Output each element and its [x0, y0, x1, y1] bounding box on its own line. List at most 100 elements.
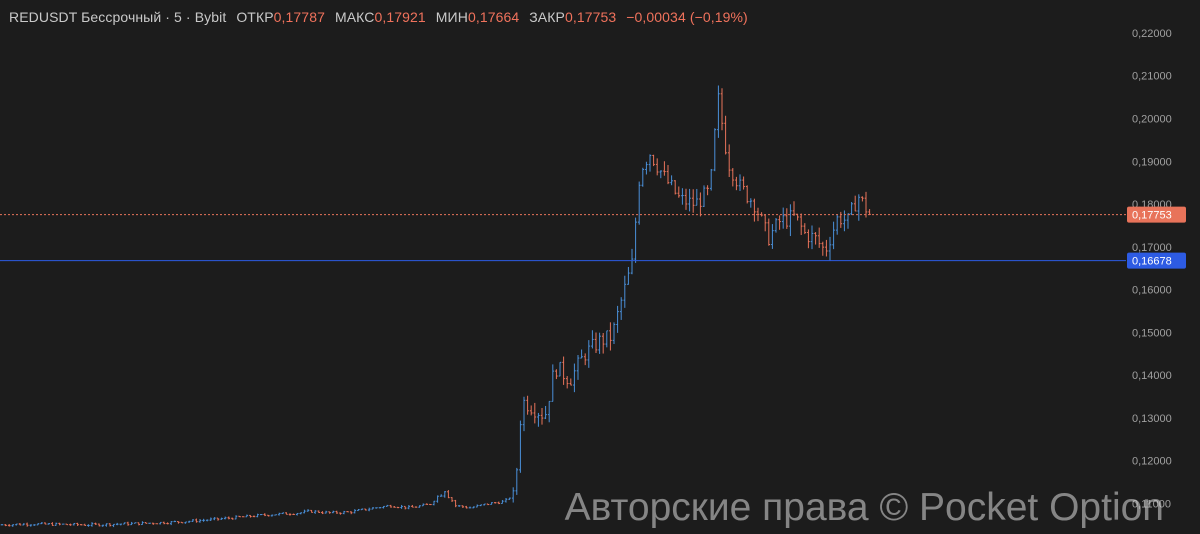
high-label: МАКС	[334, 9, 375, 25]
ohlc-bar	[411, 504, 414, 508]
ohlc-bar	[781, 207, 785, 229]
ohlc-bar	[267, 514, 270, 517]
ohlc-bar	[573, 363, 576, 393]
ohlc-bar	[213, 517, 216, 521]
ohlc-bar	[439, 494, 443, 497]
ohlc-bar	[249, 514, 252, 518]
ohlc-bar	[432, 500, 436, 506]
ohlc-bar	[335, 510, 339, 514]
ohlc-bar	[108, 523, 112, 527]
ohlc-bar	[310, 509, 313, 513]
ohlc-bar	[810, 225, 814, 250]
ohlc-bar	[825, 239, 828, 257]
ohlc-bar	[616, 305, 619, 333]
ohlc-bar	[141, 521, 144, 526]
ohlc-bar	[594, 332, 598, 353]
ohlc-bar	[677, 186, 681, 198]
ohlc-bar	[195, 518, 198, 523]
close-value: 0,17753	[564, 9, 617, 25]
ohlc-bar	[501, 500, 504, 504]
interval[interactable]: 5	[174, 9, 182, 25]
ohlc-bar	[738, 174, 742, 192]
ohlc-bar	[641, 167, 645, 187]
ohlc-bar	[97, 523, 101, 527]
ohlc-bar	[807, 229, 810, 249]
ohlc-bar	[400, 504, 403, 509]
ohlc-bar	[835, 214, 839, 235]
ohlc-bar	[774, 217, 778, 233]
ohlc-bar	[699, 192, 702, 217]
level-badge[interactable]	[1127, 252, 1186, 269]
ohlc-bar	[227, 516, 231, 520]
ohlc-bar	[245, 514, 249, 518]
ohlc-bar	[673, 180, 677, 195]
low-value: 0,17664	[467, 9, 520, 25]
ohlc-bar	[713, 128, 717, 172]
ohlc-bar	[295, 512, 299, 516]
ohlc-bar	[605, 330, 609, 348]
symbol-name[interactable]: REDUSDT Бессрочный	[9, 9, 162, 25]
ohlc-bar	[364, 508, 367, 511]
ohlc-bar	[425, 503, 429, 505]
ohlc-bar	[47, 523, 51, 525]
ohlc-bar	[727, 144, 731, 177]
open-label: ОТКР	[236, 9, 274, 25]
ohlc-bar	[252, 515, 256, 518]
ohlc-bar	[483, 503, 486, 506]
close-label: ЗАКР	[529, 9, 565, 25]
ohlc-bar	[51, 522, 54, 526]
ohlc-bar	[393, 506, 396, 508]
ohlc-bar	[371, 507, 375, 510]
ohlc-bar	[22, 523, 25, 526]
ohlc-bar	[565, 376, 569, 389]
ohlc-bar	[702, 185, 706, 207]
y-tick-label: 0,14000	[1132, 370, 1172, 382]
ohlc-bar	[169, 521, 173, 526]
ohlc-bar	[609, 322, 612, 351]
ohlc-bar	[306, 509, 310, 512]
high-value: 0,17921	[374, 9, 426, 25]
ohlc-bar	[159, 521, 162, 525]
ohlc-bar	[367, 507, 371, 512]
ohlc-bar	[205, 519, 209, 522]
ohlc-bar	[695, 188, 699, 206]
ohlc-bar	[4, 524, 7, 527]
ohlc-bar	[709, 168, 713, 191]
ohlc-bar	[659, 170, 663, 179]
ohlc-bar	[447, 490, 450, 499]
last-price-badge	[1127, 206, 1186, 223]
ohlc-bar	[331, 510, 335, 514]
ohlc-bar	[857, 194, 861, 221]
ohlc-bar	[33, 524, 36, 526]
ohlc-bar	[655, 158, 659, 176]
ohlc-bar	[864, 191, 868, 218]
ohlc-bar	[231, 517, 234, 520]
ohlc-bar	[537, 412, 540, 427]
exchange-name: Bybit	[194, 9, 227, 25]
ohlc-bar	[681, 188, 684, 205]
ohlc-bar	[753, 198, 756, 222]
ohlc-bar	[645, 161, 648, 175]
ohlc-bar	[461, 505, 465, 509]
y-tick-label: 0,15000	[1132, 327, 1172, 339]
ohlc-bar	[832, 221, 835, 250]
ohlc-bar	[357, 508, 360, 512]
ohlc-bar	[191, 519, 195, 523]
ohlc-bar	[274, 514, 277, 516]
ohlc-bar	[868, 209, 871, 215]
ohlc-bar	[508, 497, 511, 500]
ohlc-bar	[540, 407, 544, 425]
ohlc-bar	[79, 524, 83, 526]
ohlc-bar	[187, 520, 191, 523]
ohlc-bar	[648, 154, 652, 172]
ohlc-bar	[792, 201, 796, 217]
ohlc-bar	[166, 522, 169, 525]
ohlc-bar	[360, 508, 364, 511]
ohlc-bar	[522, 396, 526, 432]
symbol-header: REDUSDT Бессрочный · 5 · Bybit ОТКР0,177…	[9, 9, 748, 25]
ohlc-bar	[396, 506, 400, 509]
ohlc-bar	[803, 223, 807, 235]
ohlc-bar	[519, 420, 522, 473]
ohlc-bar	[198, 519, 202, 523]
